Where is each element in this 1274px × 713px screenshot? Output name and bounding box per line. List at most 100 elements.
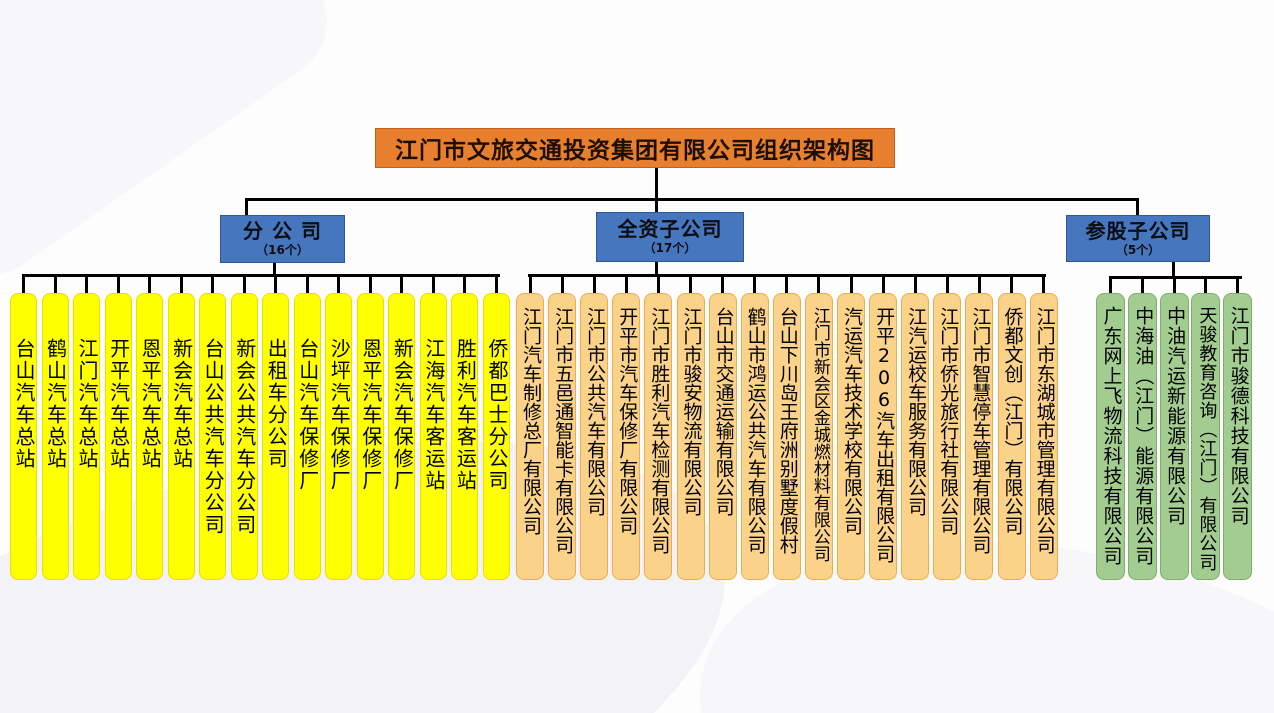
org-node-label: 侨都文创（江门）有限公司 — [1001, 307, 1024, 535]
org-node-label: 天骏教育咨询（江门）有限公司 — [1196, 306, 1218, 572]
org-node-label: 侨都巴士分公司 — [484, 338, 509, 492]
connector-line — [817, 274, 821, 293]
connector-line — [274, 274, 278, 293]
connector-line — [753, 274, 757, 293]
connector-line — [945, 274, 949, 293]
connector-line — [1136, 200, 1139, 215]
org-node-label: 中油汽运新能源有限公司 — [1164, 306, 1187, 526]
connector-line — [494, 274, 498, 293]
org-node-label: 江汽运校车服务有限公司 — [905, 307, 928, 516]
connector-line — [1109, 276, 1112, 293]
group-header-label: 分 公 司 — [243, 219, 322, 244]
connector-line — [849, 274, 853, 293]
org-node-label: 出租车分公司 — [264, 338, 289, 470]
org-node-label: 江门市新会区金城燃材料有限公司 — [809, 307, 830, 562]
org-node-box-wholly-owned-subsidiaries: 开平206汽车出租有限公司 — [869, 293, 898, 580]
connector-line — [400, 274, 404, 293]
group-header-label: 全资子公司 — [617, 217, 723, 242]
org-node-box-branch-companies: 新会汽车保修厂 — [388, 293, 416, 580]
org-node-box-branch-companies: 江门汽车总站 — [73, 293, 101, 580]
connector-line — [655, 168, 658, 200]
org-node-box-branch-companies: 恩平汽车保修厂 — [356, 293, 384, 580]
org-node-box-branch-companies: 新会汽车总站 — [167, 293, 195, 580]
connector-line — [1172, 276, 1176, 293]
connector-line — [528, 274, 532, 293]
org-node-box-branch-companies: 恩平汽车总站 — [136, 293, 164, 580]
connector-line — [1204, 276, 1208, 293]
org-node-box-branch-companies: 胜利汽车客运站 — [451, 293, 479, 580]
org-node-box-wholly-owned-subsidiaries: 江门市骏安物流有限公司 — [676, 293, 705, 580]
org-node-label: 江门市骏安物流有限公司 — [680, 307, 703, 516]
org-node-label: 鹤山汽车总站 — [43, 338, 68, 470]
org-node-label: 江门市胜利汽车检测有限公司 — [648, 307, 671, 554]
org-node-box-branch-companies: 出租车分公司 — [262, 293, 290, 580]
connector-line — [242, 274, 246, 293]
org-node-box-wholly-owned-subsidiaries: 江汽运校车服务有限公司 — [901, 293, 930, 580]
group-header-count: （16个） — [256, 243, 309, 258]
connector-line — [1236, 276, 1240, 293]
group-header-label: 参股子公司 — [1085, 218, 1191, 243]
connector-line — [463, 274, 467, 293]
connector-line — [1172, 262, 1175, 278]
org-node-box-wholly-owned-subsidiaries: 台山市交通运输有限公司 — [708, 293, 737, 580]
org-node-box-wholly-owned-subsidiaries: 江门市新会区金城燃材料有限公司 — [804, 293, 833, 580]
org-node-box-wholly-owned-subsidiaries: 台山下川岛王府洲别墅度假村 — [772, 293, 801, 580]
org-node-box-wholly-owned-subsidiaries: 江门汽车制修总厂有限公司 — [516, 293, 544, 580]
connector-line — [305, 274, 309, 293]
org-node-label: 江门汽车总站 — [75, 338, 100, 470]
org-node-box-wholly-owned-subsidiaries: 鹤山市鸿运公共汽车有限公司 — [740, 293, 769, 580]
org-node-label: 广东网上飞物流科技有限公司 — [1100, 306, 1123, 566]
connector-line — [337, 274, 341, 293]
group-header-branch-companies: 分 公 司 （16个） — [220, 215, 345, 263]
connector-line — [977, 274, 981, 293]
connector-line — [116, 274, 120, 293]
connector-line — [655, 262, 658, 276]
connector-line — [53, 274, 57, 293]
org-node-box-wholly-owned-subsidiaries: 江门市侨光旅行社有限公司 — [933, 293, 962, 580]
org-node-label: 开平市汽车保修厂有限公司 — [616, 307, 639, 535]
org-node-label: 新会汽车总站 — [169, 338, 194, 470]
connector-line — [179, 274, 183, 293]
group-header-count: （5个） — [1115, 242, 1161, 257]
connector-line — [245, 198, 1139, 201]
org-node-box-equity-subsidiaries: 江门市骏德科技有限公司 — [1223, 293, 1253, 580]
org-node-box-wholly-owned-subsidiaries: 江门市东湖城市管理有限公司 — [1029, 293, 1058, 580]
org-node-box-branch-companies: 台山汽车保修厂 — [293, 293, 321, 580]
connector-line — [211, 274, 215, 293]
group-header-count: （17个） — [643, 241, 697, 256]
connector-line — [148, 274, 152, 293]
org-node-label: 台山市交通运输有限公司 — [712, 307, 735, 516]
org-node-box-wholly-owned-subsidiaries: 江门市胜利汽车检测有限公司 — [644, 293, 673, 580]
org-node-box-wholly-owned-subsidiaries: 汽运汽车技术学校有限公司 — [837, 293, 865, 580]
connector-line — [785, 274, 789, 293]
org-node-label: 中海油（江门）能源有限公司 — [1132, 306, 1155, 566]
org-node-label: 恩平汽车保修厂 — [358, 338, 383, 492]
org-node-box-equity-subsidiaries: 中油汽运新能源有限公司 — [1159, 293, 1189, 580]
connector-line — [1010, 274, 1013, 293]
org-node-box-branch-companies: 鹤山汽车总站 — [41, 293, 69, 580]
org-node-box-branch-companies: 新会公共汽车分公司 — [230, 293, 258, 580]
connector-line — [85, 274, 89, 293]
org-node-label: 沙坪汽车保修厂 — [327, 338, 352, 492]
connector-line — [22, 274, 25, 293]
org-node-label: 台山汽车保修厂 — [295, 338, 320, 492]
org-node-box-branch-companies: 开平汽车总站 — [104, 293, 132, 580]
connector-line — [655, 200, 658, 212]
org-node-label: 江门汽车制修总厂有限公司 — [519, 307, 542, 535]
connector-line — [22, 274, 500, 277]
group-header-equity-subsidiaries: 参股子公司 （5个） — [1066, 215, 1210, 262]
org-node-label: 恩平汽车总站 — [138, 338, 163, 470]
connector-line — [689, 274, 692, 293]
org-node-label: 江门市东湖城市管理有限公司 — [1033, 307, 1056, 554]
org-node-box-branch-companies: 侨都巴士分公司 — [482, 293, 510, 580]
org-node-label: 鹤山市鸿运公共汽车有限公司 — [744, 307, 767, 554]
connector-line — [273, 263, 276, 276]
org-node-box-wholly-owned-subsidiaries: 侨都文创（江门）有限公司 — [997, 293, 1026, 580]
org-node-box-wholly-owned-subsidiaries: 江门市公共汽车有限公司 — [580, 293, 609, 580]
org-node-label: 江门市智慧停车管理有限公司 — [969, 307, 992, 554]
connector-line — [624, 274, 628, 293]
org-node-label: 江门市侨光旅行社有限公司 — [937, 307, 960, 535]
chart-title-text: 江门市文旅交通投资集团有限公司组织架构图 — [395, 138, 875, 164]
org-node-label: 台山汽车总站 — [12, 338, 36, 470]
